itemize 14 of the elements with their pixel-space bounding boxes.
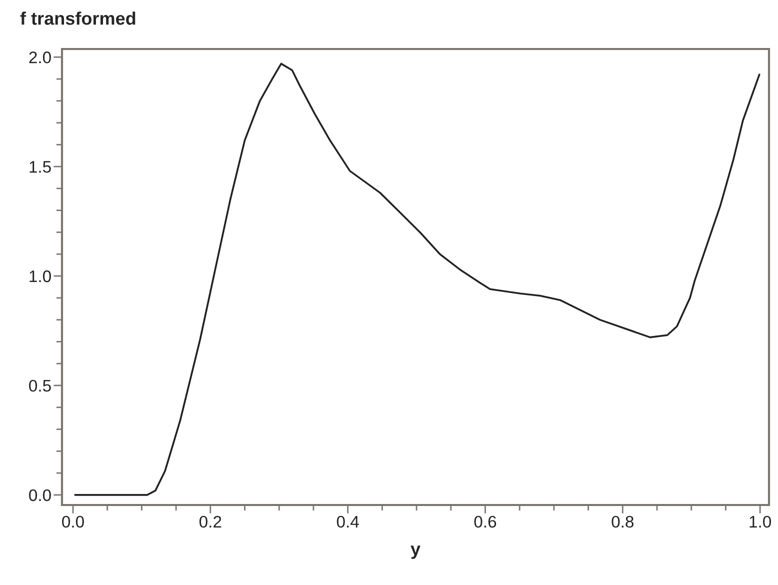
y-tick-label: 1.5 <box>30 161 51 173</box>
x-tick-label: 0.2 <box>199 516 222 528</box>
y-tick-label: 1.0 <box>30 270 51 282</box>
y-tick-label: 2.0 <box>29 52 51 64</box>
y-tick-label: 0.5 <box>29 380 51 392</box>
x-tick-label: 0.8 <box>612 516 634 528</box>
y-tick-label: 0.0 <box>29 489 51 502</box>
line-series <box>74 62 760 496</box>
x-tick-label: 1.0 <box>750 516 771 528</box>
x-tick-label: 0.0 <box>62 516 84 528</box>
y-axis-title: f transformed <box>20 12 136 25</box>
x-tick-label: 0.4 <box>336 516 359 528</box>
x-axis-title: y <box>410 546 420 559</box>
x-tick-label: 0.6 <box>474 516 496 528</box>
